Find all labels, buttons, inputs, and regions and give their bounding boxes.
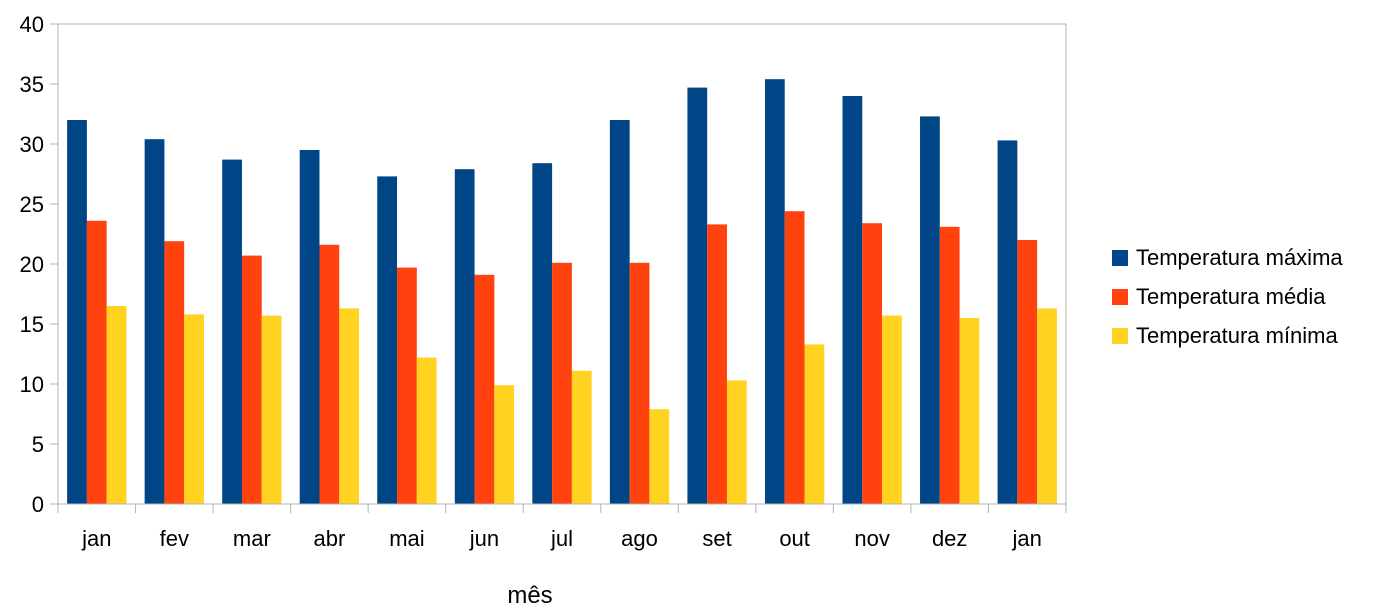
- bar: [474, 274, 495, 504]
- bar: [920, 116, 940, 505]
- bar: [299, 150, 320, 504]
- x-tick-label: dez: [932, 526, 967, 551]
- bar: [862, 223, 883, 504]
- bar: [454, 169, 475, 504]
- x-tick-label: ago: [621, 526, 658, 551]
- legend-label: Temperatura mínima: [1136, 323, 1339, 348]
- x-tick-label: jun: [469, 526, 499, 551]
- bar: [184, 314, 204, 504]
- bar: [377, 176, 398, 504]
- bar: [1017, 240, 1038, 504]
- y-tick-label: 0: [32, 492, 44, 517]
- bar: [804, 344, 825, 504]
- bar: [629, 262, 650, 504]
- bar: [649, 409, 670, 504]
- bar: [339, 308, 360, 504]
- x-tick-label: jan: [81, 526, 111, 551]
- bar: [687, 87, 708, 504]
- bar: [939, 226, 960, 505]
- bar: [882, 315, 902, 504]
- bar: [1037, 308, 1057, 504]
- legend-swatch: [1112, 289, 1128, 305]
- y-tick-label: 40: [20, 12, 44, 37]
- x-tick-label: mar: [233, 526, 271, 551]
- legend-swatch: [1112, 250, 1128, 266]
- x-tick-label: abr: [313, 526, 345, 551]
- bar: [144, 139, 165, 504]
- x-axis-title: mês: [507, 582, 552, 609]
- legend: Temperatura máxima Temperatura média Tempe…: [1112, 245, 1343, 348]
- y-tick-label: 20: [20, 252, 44, 277]
- bar: [397, 267, 417, 504]
- bar: [571, 370, 592, 504]
- y-tick-label: 15: [20, 312, 44, 337]
- legend-swatch: [1112, 328, 1128, 344]
- bar: [86, 220, 107, 505]
- bar: [532, 163, 553, 504]
- bar: [552, 262, 572, 504]
- bar: [241, 255, 262, 504]
- y-tick-label: 5: [32, 432, 44, 457]
- axes: 0 5 10 15 20 25 30 35 40 jan fev mar abr mai jun jul ago…: [20, 12, 1067, 551]
- bar: [726, 380, 747, 504]
- x-tick-label: fev: [160, 526, 189, 551]
- bar: [67, 120, 87, 504]
- x-tick-label: jan: [1012, 526, 1042, 551]
- bar: [842, 96, 863, 504]
- y-tick-label: 10: [20, 372, 44, 397]
- bar: [997, 140, 1018, 504]
- bar: [784, 211, 805, 504]
- legend-label: Temperatura máxima: [1136, 245, 1343, 270]
- bar: [416, 357, 437, 504]
- bar: [164, 241, 185, 504]
- bar: [222, 159, 242, 504]
- x-tick-label: mai: [389, 526, 424, 551]
- legend-label: Temperatura média: [1136, 284, 1326, 309]
- bar: [764, 79, 785, 504]
- y-tick-label: 35: [20, 72, 44, 97]
- bar: [494, 385, 515, 504]
- x-tick-label: jul: [550, 526, 573, 551]
- x-tick-label: out: [779, 526, 810, 551]
- bar: [959, 318, 980, 504]
- y-tick-label: 25: [20, 192, 44, 217]
- bar: [106, 306, 127, 504]
- x-tick-label: nov: [854, 526, 889, 551]
- bar: [609, 120, 630, 504]
- y-tick-label: 30: [20, 132, 44, 157]
- plot-area: [67, 79, 1057, 505]
- bar: [707, 224, 727, 504]
- x-tick-label: set: [702, 526, 731, 551]
- bar: [319, 244, 340, 505]
- bar: [261, 315, 282, 504]
